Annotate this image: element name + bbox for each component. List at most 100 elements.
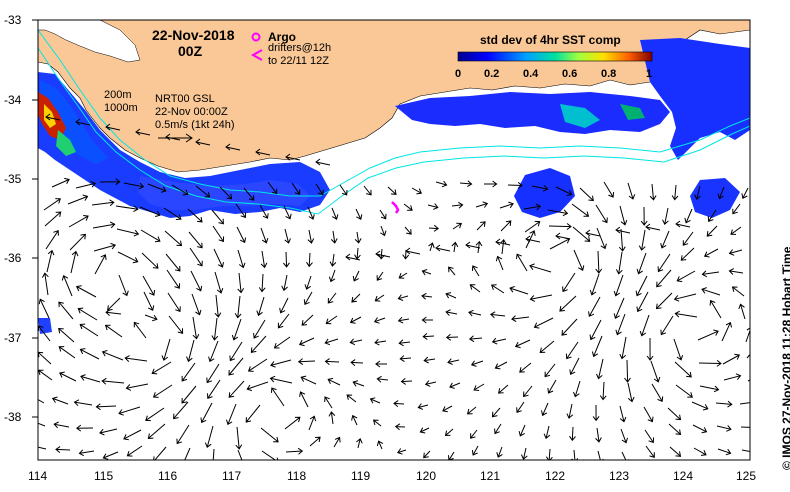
velocity-arrow — [301, 314, 314, 326]
velocity-arrow — [476, 221, 486, 231]
velocity-arrow — [699, 385, 720, 393]
velocity-arrow — [77, 307, 98, 321]
velocity-arrow — [99, 428, 118, 436]
inlet — [38, 20, 141, 63]
velocity-arrow — [94, 254, 107, 275]
velocity-arrow — [603, 181, 615, 198]
velocity-arrow — [300, 375, 317, 385]
velocity-arrow — [328, 411, 336, 425]
velocity-arrow — [500, 220, 512, 232]
velocity-arrow — [497, 384, 509, 394]
velocity-arrow — [308, 415, 317, 431]
velocity-arrow — [470, 429, 478, 439]
velocity-arrow — [256, 296, 265, 317]
velocity-arrow — [555, 232, 571, 240]
y-tick-label: -33 — [4, 13, 22, 27]
velocity-arrow — [591, 335, 603, 358]
velocity-arrow — [730, 226, 742, 235]
velocity-arrow — [38, 398, 45, 404]
velocity-arrow — [471, 445, 479, 456]
velocity-arrow — [692, 424, 708, 434]
velocity-arrow — [228, 380, 245, 398]
velocity-arrow — [627, 382, 635, 403]
velocity-arrow — [547, 209, 569, 217]
velocity-arrow — [190, 270, 203, 292]
velocity-arrow — [635, 275, 648, 297]
velocity-arrow — [91, 199, 115, 207]
velocity-arrow — [58, 327, 75, 343]
velocity-arrow — [684, 208, 693, 224]
velocity-arrow — [539, 340, 555, 354]
velocity-arrow — [644, 429, 655, 444]
velocity-arrow — [363, 185, 372, 196]
velocity-arrow — [255, 148, 271, 156]
velocity-arrow — [208, 340, 219, 363]
velocity-arrow — [405, 247, 421, 255]
velocity-arrow — [400, 378, 413, 385]
velocity-arrow — [491, 284, 505, 294]
velocity-arrow — [236, 226, 247, 244]
velocity-arrow — [75, 424, 94, 432]
x-tick-label: 118 — [287, 469, 306, 483]
velocity-arrow — [225, 143, 241, 151]
velocity-arrow — [79, 323, 99, 337]
velocity-arrow — [260, 250, 268, 269]
velocity-arrow — [69, 233, 86, 251]
velocity-arrow — [139, 206, 161, 217]
velocity-arrow — [192, 316, 200, 340]
velocity-arrow — [640, 206, 648, 226]
velocity-arrow — [375, 250, 391, 258]
velocity-arrow — [126, 445, 143, 457]
velocity-arrow — [349, 316, 362, 324]
colorbar-title: std dev of 4hr SST comp — [480, 33, 621, 47]
velocity-arrow — [435, 244, 451, 252]
velocity-arrow — [595, 250, 603, 274]
map-time: 00Z — [178, 43, 203, 59]
velocity-arrow — [424, 380, 437, 387]
velocity-arrow — [470, 360, 484, 367]
velocity-arrow — [397, 448, 407, 455]
velocity-arrow — [555, 186, 573, 197]
velocity-arrow — [741, 449, 750, 455]
velocity-arrow — [164, 230, 183, 247]
velocity-arrow — [585, 229, 601, 237]
velocity-arrow — [496, 446, 503, 458]
velocity-arrow — [345, 253, 361, 261]
velocity-arrow — [117, 251, 139, 264]
velocity-arrow — [152, 384, 173, 398]
velocity-arrow — [144, 314, 158, 322]
velocity-arrow — [667, 407, 682, 421]
velocity-arrow — [596, 227, 607, 250]
velocity-arrow — [299, 391, 309, 408]
velocity-arrow — [445, 309, 458, 316]
velocity-arrow — [181, 385, 197, 404]
velocity-arrow — [722, 353, 741, 365]
velocity-arrow — [615, 226, 631, 234]
velocity-arrow — [207, 379, 221, 399]
velocity-arrow — [495, 238, 511, 246]
velocity-arrow — [468, 335, 483, 343]
drifters-label: drifters@12h — [268, 42, 331, 54]
velocity-arrow — [206, 363, 220, 384]
velocity-arrow — [38, 298, 50, 319]
velocity-arrow — [694, 185, 701, 201]
velocity-arrow — [214, 294, 222, 318]
x-tick-label: 117 — [222, 469, 241, 483]
velocity-arrow — [442, 405, 453, 413]
velocity-arrow — [466, 406, 477, 415]
colorbar-tick: 0.8 — [601, 68, 616, 80]
velocity-arrow — [645, 223, 661, 231]
velocity-arrow — [356, 437, 363, 449]
product-label: NRT00 GSL — [155, 93, 215, 105]
velocity-arrow — [673, 293, 697, 302]
y-tick-label: -35 — [4, 172, 22, 186]
y-tick-label: -36 — [4, 251, 22, 265]
velocity-arrow — [423, 450, 431, 459]
velocity-arrow — [245, 404, 261, 423]
colorbar-tick: 1 — [646, 68, 652, 80]
velocity-arrow — [541, 402, 549, 417]
x-tick-label: 115 — [94, 469, 113, 483]
velocity-arrow — [350, 359, 364, 366]
velocity-arrow — [105, 123, 121, 131]
velocity-arrow — [167, 292, 181, 313]
